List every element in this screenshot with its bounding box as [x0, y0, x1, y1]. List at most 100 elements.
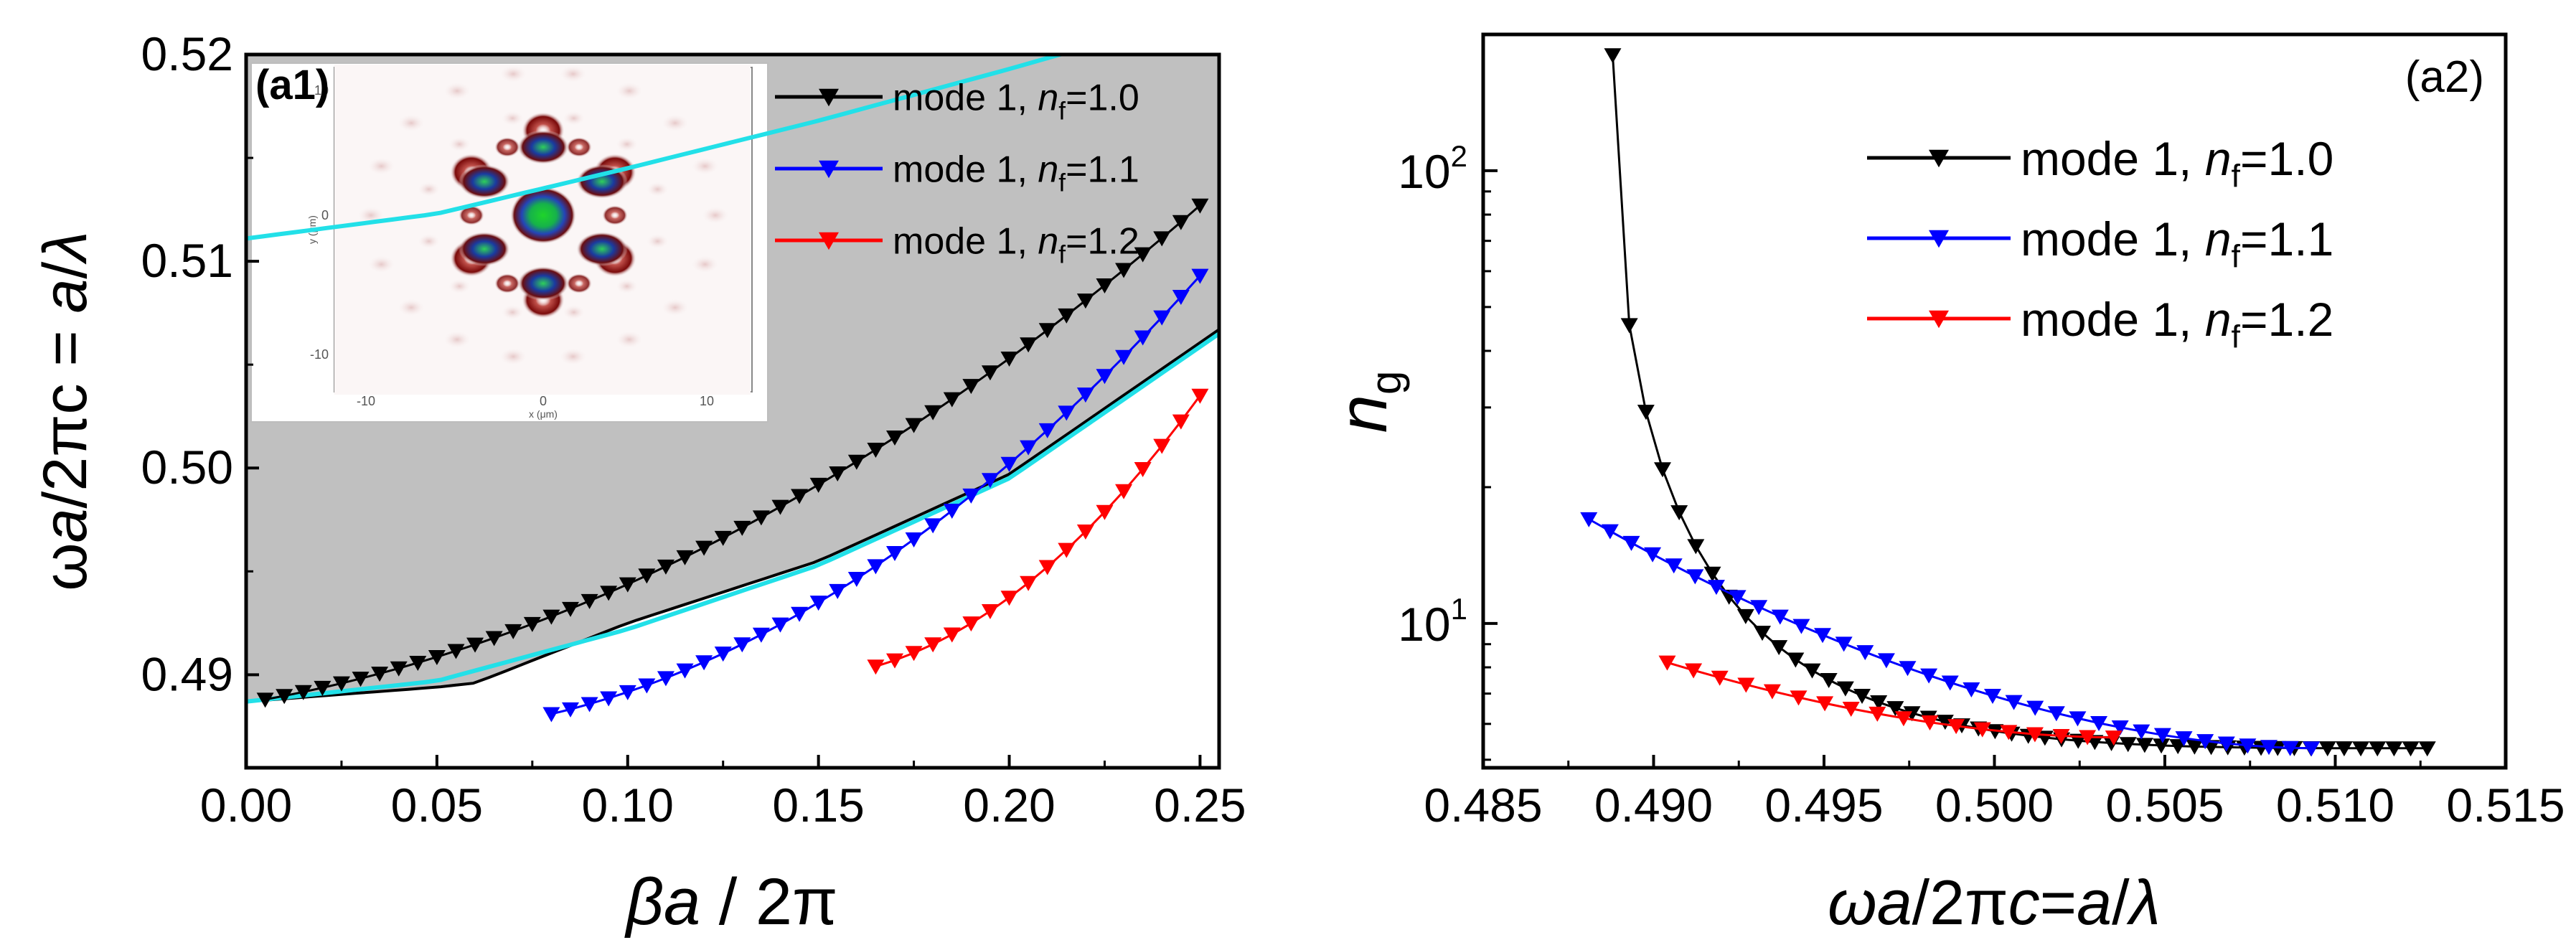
field-center-lobe — [510, 187, 576, 244]
data-point — [2352, 741, 2370, 757]
inset-ytick: 0 — [321, 208, 329, 222]
data-point — [2335, 741, 2353, 757]
data-point — [676, 550, 694, 565]
field-lobe — [659, 113, 691, 133]
data-point — [752, 627, 770, 643]
y-tick-label: 101 — [1398, 592, 1467, 651]
data-point — [1877, 653, 1895, 669]
data-point — [1941, 675, 1959, 691]
data-point — [733, 637, 751, 653]
data-point — [1771, 609, 1789, 625]
data-point — [1153, 438, 1171, 454]
data-point — [1020, 575, 1038, 591]
data-point — [1096, 278, 1114, 294]
field-lobe — [365, 156, 398, 177]
data-point — [1076, 387, 1094, 403]
data-point — [1601, 524, 1619, 540]
field-lobe — [659, 297, 691, 318]
data-point — [1816, 696, 1834, 712]
data-point — [1000, 456, 1018, 472]
field-lobe — [365, 254, 398, 275]
data-point — [2090, 715, 2108, 731]
data-point — [981, 604, 999, 620]
field-lobe — [459, 205, 484, 225]
field-lobe — [517, 266, 569, 301]
data-point — [1058, 542, 1076, 558]
field-lobe — [557, 65, 589, 85]
x-tick-label: 0.510 — [2276, 779, 2394, 832]
data-point — [1770, 640, 1788, 656]
data-point — [2217, 736, 2235, 752]
data-point — [2153, 738, 2171, 754]
field-lobe — [441, 329, 473, 350]
x-axis-label-a2: ωa/2πc=a/λ — [1828, 867, 2161, 938]
data-point — [1754, 626, 1772, 641]
field-lobe — [459, 232, 510, 266]
field-lobe — [614, 277, 640, 295]
data-point — [542, 707, 560, 723]
data-point — [791, 606, 809, 622]
field-lobe — [576, 232, 628, 266]
data-point — [1886, 701, 1904, 717]
data-point — [1096, 504, 1114, 520]
data-point — [1191, 268, 1209, 284]
data-point — [886, 653, 903, 669]
field-lobe — [494, 273, 520, 293]
data-point — [962, 488, 980, 504]
x-tick-label: 0.00 — [200, 779, 292, 832]
field-lobe — [415, 232, 442, 250]
data-point — [2133, 724, 2150, 740]
x-axis-label-a1: βa / 2π — [624, 865, 837, 939]
data-point — [428, 649, 446, 665]
data-point — [1038, 560, 1056, 575]
data-point — [771, 617, 789, 633]
data-point — [1736, 608, 1754, 624]
y-tick-label: 0.50 — [141, 441, 233, 494]
data-point — [733, 520, 751, 536]
data-point — [905, 646, 923, 662]
data-point — [886, 546, 903, 562]
legend-label: mode 1, nf=1.1 — [893, 149, 1139, 197]
data-point — [1637, 405, 1655, 420]
data-point — [580, 697, 598, 713]
data-point — [1820, 672, 1838, 688]
data-point — [2005, 695, 2023, 710]
legend-a1: mode 1, nf=1.0 mode 1, nf=1.1 mode 1, nf=1… — [775, 77, 1139, 269]
data-point — [1153, 231, 1171, 247]
field-lobe — [566, 273, 592, 293]
data-point — [924, 405, 942, 420]
data-point — [1191, 198, 1209, 214]
x-tick-label: 0.10 — [582, 779, 674, 832]
band-edge-line — [246, 328, 1219, 703]
field-lobe — [614, 329, 645, 350]
field-lobe — [566, 137, 592, 157]
data-point — [294, 685, 312, 700]
data-point — [1947, 719, 1965, 735]
data-point — [1685, 663, 1703, 679]
data-point — [2175, 731, 2193, 747]
data-point — [447, 644, 465, 659]
data-point — [1920, 668, 1938, 684]
data-point — [562, 601, 579, 617]
data-point — [2052, 728, 2070, 744]
data-point — [1076, 293, 1094, 309]
data-point — [1790, 690, 1808, 706]
data-point — [1814, 628, 1832, 644]
field-lobe — [560, 304, 587, 321]
field-lobe — [494, 137, 520, 157]
field-lobe — [560, 109, 587, 127]
data-point — [905, 418, 923, 433]
data-point — [791, 489, 809, 504]
data-point — [1153, 310, 1171, 326]
legend-item: mode 1, nf=1.1 — [775, 149, 1139, 197]
data-point — [1750, 600, 1768, 616]
data-point — [2385, 741, 2403, 757]
data-point — [1868, 706, 1886, 722]
data-point — [809, 596, 827, 611]
field-lobe — [441, 80, 473, 101]
data-point — [1172, 215, 1190, 230]
data-point — [1038, 423, 1056, 438]
data-point — [867, 559, 885, 575]
data-point — [1835, 636, 1853, 652]
legend-label: mode 1, nf=1.0 — [2021, 132, 2333, 194]
